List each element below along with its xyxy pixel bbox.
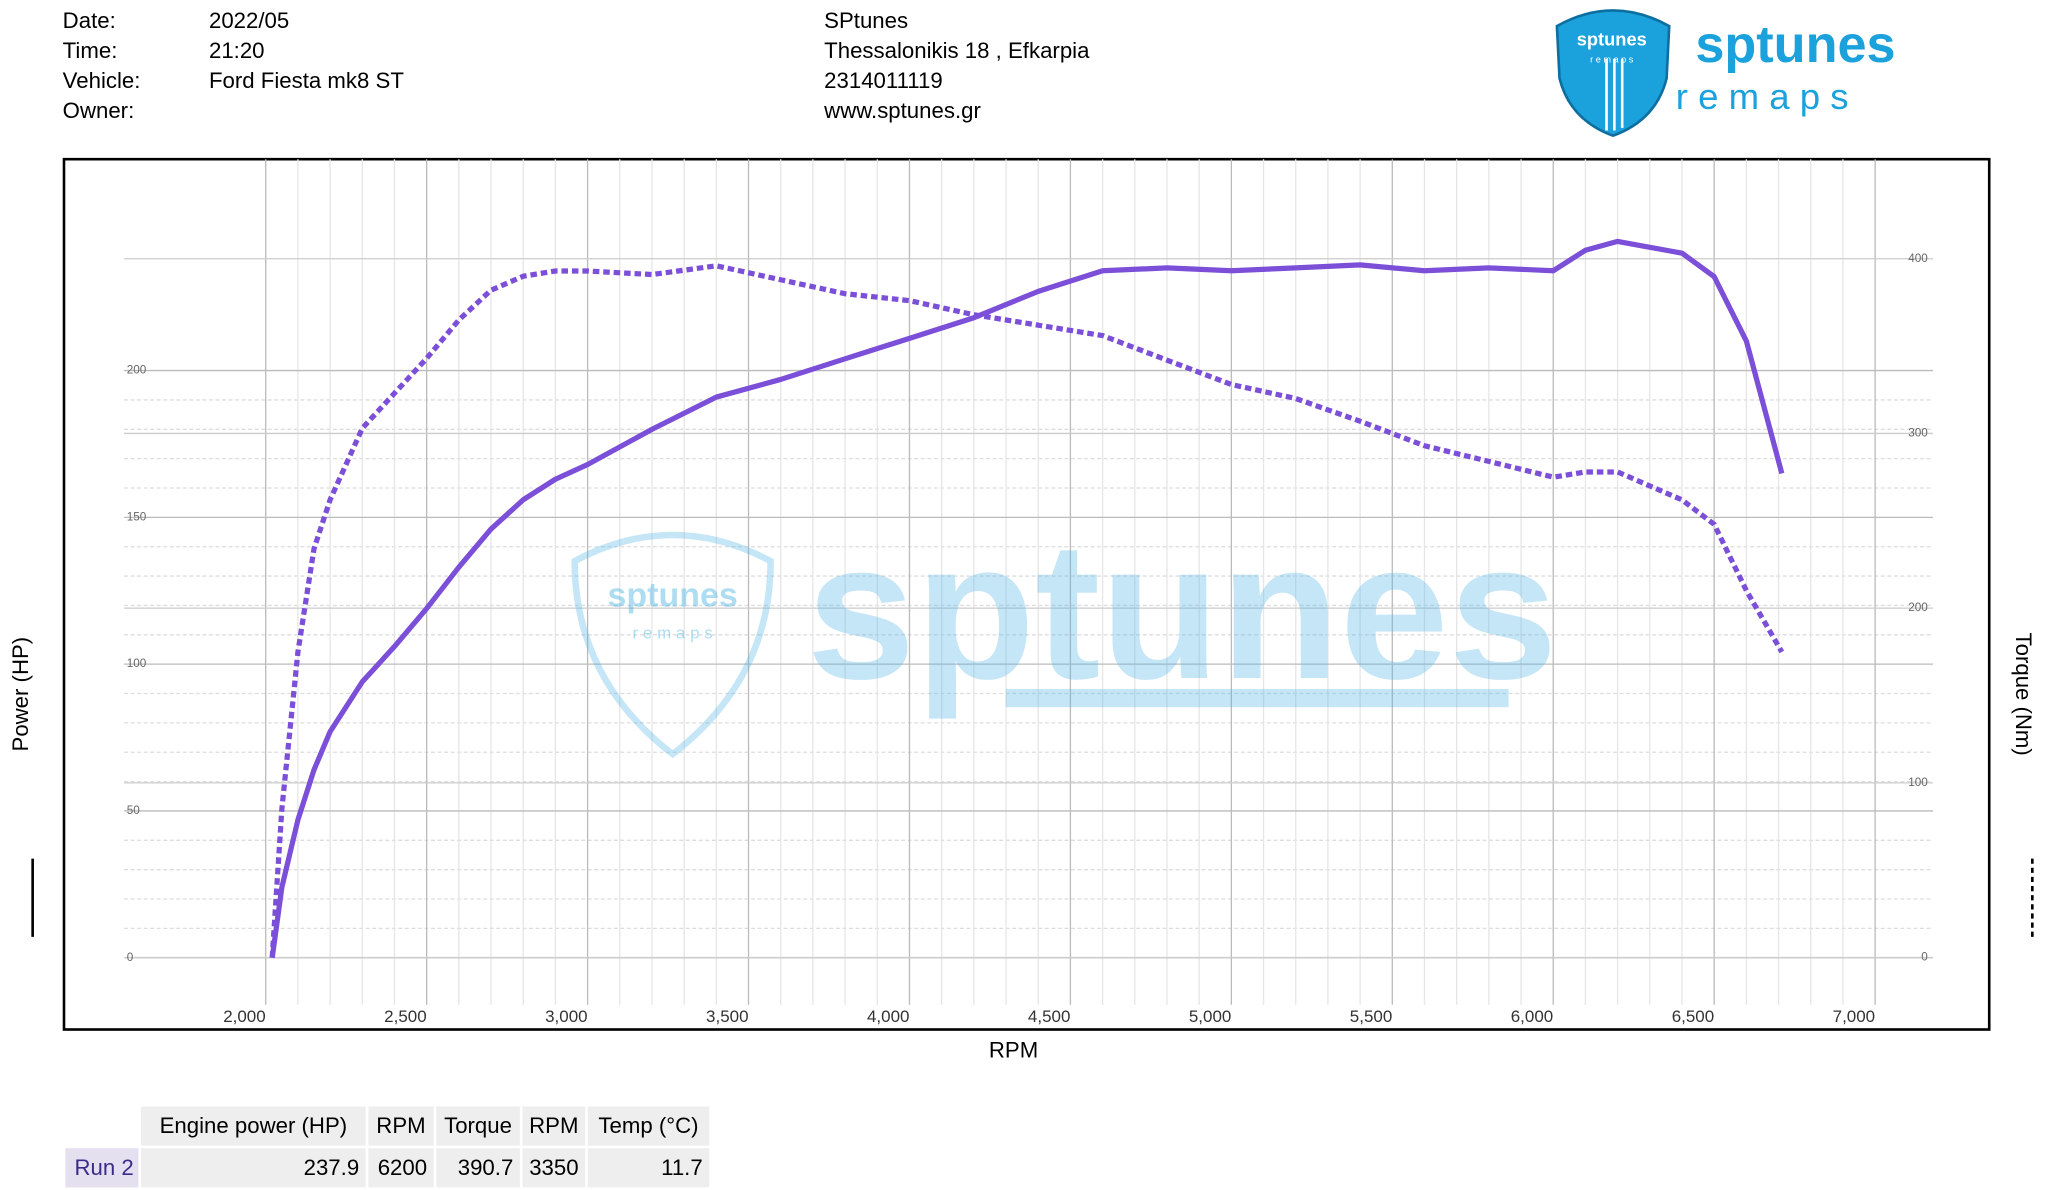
y-tick-label: 200	[127, 364, 147, 377]
table-value: 237.9	[304, 1155, 360, 1180]
x-tick-label: 4,500	[1028, 1007, 1070, 1026]
field-value: 2022/05	[209, 8, 289, 33]
grid	[124, 159, 1934, 1005]
run-label: Run 2	[74, 1155, 133, 1180]
x-tick-label: 4,000	[867, 1007, 909, 1026]
y2-tick-label: 400	[1908, 252, 1928, 265]
table-value: 390.7	[458, 1155, 514, 1180]
table-value: 3350	[529, 1155, 578, 1180]
table-cell	[368, 1148, 434, 1188]
field-value: 21:20	[209, 38, 265, 63]
field-label: Vehicle:	[63, 68, 141, 93]
y2-tick-label: 200	[1908, 601, 1928, 614]
company-line: www.sptunes.gr	[823, 98, 981, 123]
x-tick-label: 3,000	[545, 1007, 587, 1026]
company-line: Thessalonikis 18 , Efkarpia	[824, 38, 1090, 63]
y-tick-label: 100	[127, 657, 147, 670]
y-tick-label: 150	[127, 510, 147, 523]
company-line: 2314011119	[824, 68, 943, 93]
x-tick-label: 6,500	[1672, 1007, 1714, 1026]
logo-tagline: r e m a p s	[1676, 76, 1849, 117]
watermark: sptunes r e m a p s sptunes	[571, 502, 1558, 759]
field-label: Date:	[63, 8, 116, 33]
table-header-cell	[587, 1106, 710, 1146]
watermark-small-tagline: r e m a p s	[633, 624, 713, 643]
y-tick-label: 50	[127, 804, 141, 817]
x-tick-label: 5,000	[1189, 1007, 1231, 1026]
table-header-cell	[436, 1106, 520, 1146]
logo-name: sptunes	[1695, 16, 1895, 74]
logo-small-tagline: r e m a p s	[1590, 54, 1634, 64]
field-value: Ford Fiesta mk8 ST	[209, 68, 404, 93]
table-header: RPM	[376, 1113, 425, 1138]
plot-frame	[62, 157, 1991, 1031]
x-tick-label: 2,000	[223, 1007, 265, 1026]
logo-stripes	[1605, 58, 1624, 131]
table-value: 6200	[378, 1155, 427, 1180]
table-header-cell	[368, 1106, 434, 1146]
table-header: Engine power (HP)	[160, 1113, 348, 1138]
table-header: Temp (°C)	[598, 1113, 698, 1138]
y-axis-label: Power (HP)	[8, 637, 33, 752]
x-tick-label: 6,000	[1511, 1007, 1553, 1026]
field-label: Owner:	[63, 98, 135, 123]
table-header: RPM	[529, 1113, 578, 1138]
y2-tick-label: 0	[1921, 951, 1928, 964]
y2-tick-label: 100	[1908, 776, 1928, 789]
table-cell	[141, 1148, 366, 1188]
x-tick-label: 2,500	[384, 1007, 426, 1026]
y2-axis-label: Torque (Nm)	[2011, 633, 2036, 756]
table-cell	[436, 1148, 520, 1188]
company-line: SPtunes	[824, 8, 908, 33]
x-tick-label: 7,000	[1833, 1007, 1875, 1026]
watermark-small-name: sptunes	[608, 577, 738, 615]
field-label: Time:	[63, 38, 118, 63]
power-line	[269, 238, 1785, 959]
y-tick-label: 0	[127, 951, 134, 964]
table-header: Torque	[444, 1113, 512, 1138]
watermark-underline	[1005, 688, 1509, 708]
run-cell	[65, 1148, 139, 1188]
logo-small-name: sptunes	[1577, 28, 1647, 49]
x-tick-label: 3,500	[706, 1007, 748, 1026]
y2-tick-label: 300	[1908, 427, 1928, 440]
table-value: 11.7	[661, 1155, 703, 1180]
table-cell	[587, 1148, 710, 1188]
watermark-name: sptunes	[806, 502, 1557, 720]
table-cell	[522, 1148, 586, 1188]
x-tick-label: 5,500	[1350, 1007, 1392, 1026]
x-axis-label: RPM	[989, 1038, 1038, 1063]
table-header-cell	[522, 1106, 586, 1146]
watermark-shield	[571, 531, 774, 759]
table-header-cell	[141, 1106, 366, 1146]
